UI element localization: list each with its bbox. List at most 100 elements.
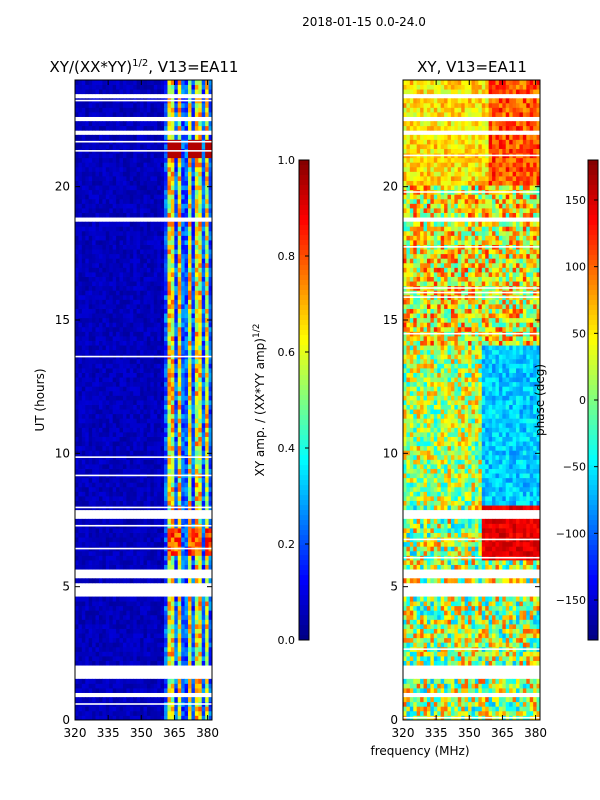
heatmap-cell [194, 605, 199, 611]
heatmap-cell [109, 107, 114, 113]
heatmap-cell [109, 678, 114, 684]
heatmap-cell [181, 633, 185, 639]
heatmap-cell [170, 125, 175, 131]
heatmap-cell [129, 176, 134, 181]
heatmap-cell [143, 326, 148, 332]
heatmap-cell [146, 400, 151, 405]
heatmap-cell [109, 249, 114, 255]
heatmap-cell [191, 107, 196, 113]
heatmap-cell [81, 276, 86, 282]
heatmap-cell [146, 363, 151, 369]
heatmap-cell [81, 477, 86, 483]
heatmap-cell [191, 240, 196, 245]
heatmap-cell [85, 409, 90, 415]
heatmap-cell [153, 281, 158, 287]
heatmap-cell [143, 194, 148, 200]
heatmap-cell [75, 518, 79, 524]
heatmap-cell [174, 381, 179, 387]
heatmap-cell [150, 331, 155, 337]
heatmap-cell [78, 249, 83, 255]
heatmap-cell [119, 436, 124, 442]
heatmap-cell [126, 157, 131, 163]
heatmap-cell [119, 550, 124, 556]
heatmap-cell [174, 477, 179, 483]
heatmap-cell [164, 107, 168, 113]
heatmap-cell [181, 203, 185, 209]
heatmap-cell [164, 281, 168, 287]
heatmap-cell [208, 395, 213, 401]
heatmap-cell [122, 176, 127, 181]
heatmap-cell [75, 477, 79, 483]
heatmap-cell [157, 276, 162, 282]
heatmap-cell [150, 697, 155, 703]
heatmap-cell [81, 299, 86, 305]
heatmap-cell [157, 541, 162, 547]
heatmap-cell [92, 262, 96, 268]
heatmap-cell [81, 345, 86, 351]
heatmap-cell [126, 102, 131, 108]
heatmap-cell [102, 363, 107, 369]
heatmap-cell [136, 637, 141, 643]
heatmap-cell [81, 651, 86, 657]
heatmap-cell [102, 436, 107, 442]
heatmap-cell [78, 601, 83, 607]
heatmap-cell [146, 267, 151, 273]
heatmap-cell [201, 633, 206, 639]
heatmap-cell [194, 299, 199, 305]
heatmap-cell [136, 624, 141, 629]
heatmap-cell [167, 125, 172, 131]
heatmap-cell [92, 372, 96, 378]
heatmap-cell [201, 678, 206, 684]
heatmap-cell [92, 477, 96, 483]
heatmap-cell [119, 628, 124, 634]
heatmap-cell [164, 258, 168, 264]
heatmap-cell [116, 340, 120, 346]
heatmap-cell [150, 285, 155, 291]
heatmap-cell [153, 601, 158, 607]
heatmap-cell [133, 578, 138, 584]
heatmap-cell [88, 221, 93, 227]
heatmap-cell [136, 240, 141, 245]
heatmap-cell [174, 683, 179, 689]
heatmap-cell [109, 468, 114, 474]
heatmap-cell [109, 683, 114, 689]
heatmap-cell [119, 153, 124, 159]
heatmap-cell [177, 363, 182, 369]
heatmap-cell [181, 121, 185, 127]
heatmap-cell [98, 185, 103, 191]
heatmap-cell [119, 212, 124, 218]
heatmap-cell [167, 299, 172, 305]
heatmap-cell [95, 678, 100, 684]
heatmap-cell [153, 230, 158, 236]
heatmap-cell [133, 244, 138, 250]
heatmap-cell [126, 294, 131, 300]
heatmap-cell [188, 189, 192, 195]
heatmap-cell [208, 144, 213, 149]
heatmap-cell [92, 560, 96, 565]
heatmap-cell [126, 80, 131, 85]
heatmap-cell [133, 541, 138, 547]
heatmap-cell [194, 532, 199, 538]
heatmap-cell [170, 176, 175, 181]
heatmap-cell [146, 486, 151, 492]
heatmap-cell [88, 285, 93, 291]
heatmap-cell [181, 276, 185, 282]
heatmap-cell [126, 125, 131, 131]
heatmap-cell [181, 272, 185, 277]
heatmap-cell [208, 308, 213, 314]
heatmap-cell [105, 395, 110, 401]
heatmap-cell [116, 528, 120, 533]
heatmap-cell [98, 491, 103, 497]
heatmap-cell [153, 496, 158, 501]
heatmap-cell [194, 340, 199, 346]
heatmap-cell [119, 125, 124, 131]
heatmap-cell [188, 706, 192, 712]
heatmap-cell [119, 564, 124, 570]
heatmap-cell [88, 445, 93, 451]
heatmap-cell [122, 537, 127, 543]
heatmap-cell [112, 528, 117, 533]
heatmap-cell [160, 235, 165, 241]
heatmap-cell [136, 285, 141, 291]
heatmap-cell [150, 660, 155, 666]
heatmap-cell [153, 308, 158, 314]
